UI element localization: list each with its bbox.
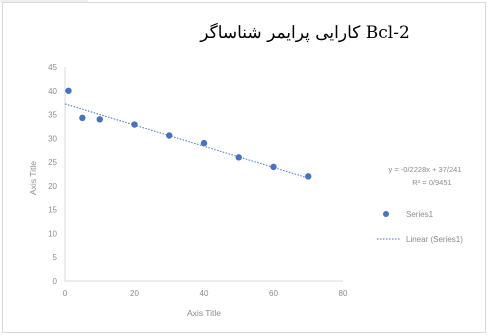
data-point bbox=[235, 154, 242, 161]
y-tick-label: 30 bbox=[48, 134, 57, 143]
data-point bbox=[200, 139, 208, 147]
data-point bbox=[79, 114, 86, 122]
legend-series1-label: Series1 bbox=[406, 210, 434, 219]
y-tick-labels: 0 5 10 15 20 25 30 35 40 45 bbox=[48, 63, 57, 286]
data-point bbox=[131, 121, 138, 128]
chart-title: کارایی پرایمر شناساگر Bcl-2 bbox=[200, 23, 410, 43]
data-points bbox=[65, 87, 312, 180]
data-point bbox=[96, 116, 103, 123]
y-tick-label: 35 bbox=[48, 111, 57, 120]
x-tick-label: 80 bbox=[339, 289, 348, 298]
y-tick-label: 45 bbox=[48, 63, 57, 72]
trendline-group bbox=[64, 103, 309, 179]
axes bbox=[64, 67, 343, 282]
x-tick-labels: 0 20 40 60 80 bbox=[63, 289, 348, 298]
y-tick-label: 40 bbox=[48, 87, 57, 96]
y-tick-label: 5 bbox=[53, 253, 58, 262]
data-point bbox=[305, 173, 312, 180]
legend: Series1 Linear (Series1) bbox=[377, 210, 463, 244]
y-tick-label: 15 bbox=[48, 206, 57, 215]
x-tick-label: 20 bbox=[130, 289, 139, 298]
data-point bbox=[65, 87, 72, 94]
y-axis-title: Axis Title bbox=[28, 161, 38, 195]
chart-frame[interactable] bbox=[2, 2, 486, 333]
top-divider bbox=[0, 0, 88, 2]
legend-linear-label: Linear (Series1) bbox=[406, 235, 463, 244]
trendline-r-squared: R² = 0/9451 bbox=[412, 178, 451, 187]
x-axis-title: Axis Title bbox=[187, 308, 221, 318]
x-tick-label: 40 bbox=[200, 289, 209, 298]
data-point bbox=[270, 163, 277, 171]
data-point bbox=[166, 132, 173, 139]
legend-series1-marker bbox=[383, 211, 389, 217]
trendline-equation: y = -0/2228x + 37/241 bbox=[389, 165, 462, 174]
trendline bbox=[64, 103, 309, 179]
x-tick-label: 0 bbox=[63, 289, 68, 298]
y-tick-label: 20 bbox=[48, 182, 57, 191]
x-tick-label: 60 bbox=[269, 289, 278, 298]
y-tick-label: 25 bbox=[48, 158, 57, 167]
y-tick-label: 0 bbox=[53, 277, 58, 286]
y-tick-label: 10 bbox=[48, 229, 57, 238]
